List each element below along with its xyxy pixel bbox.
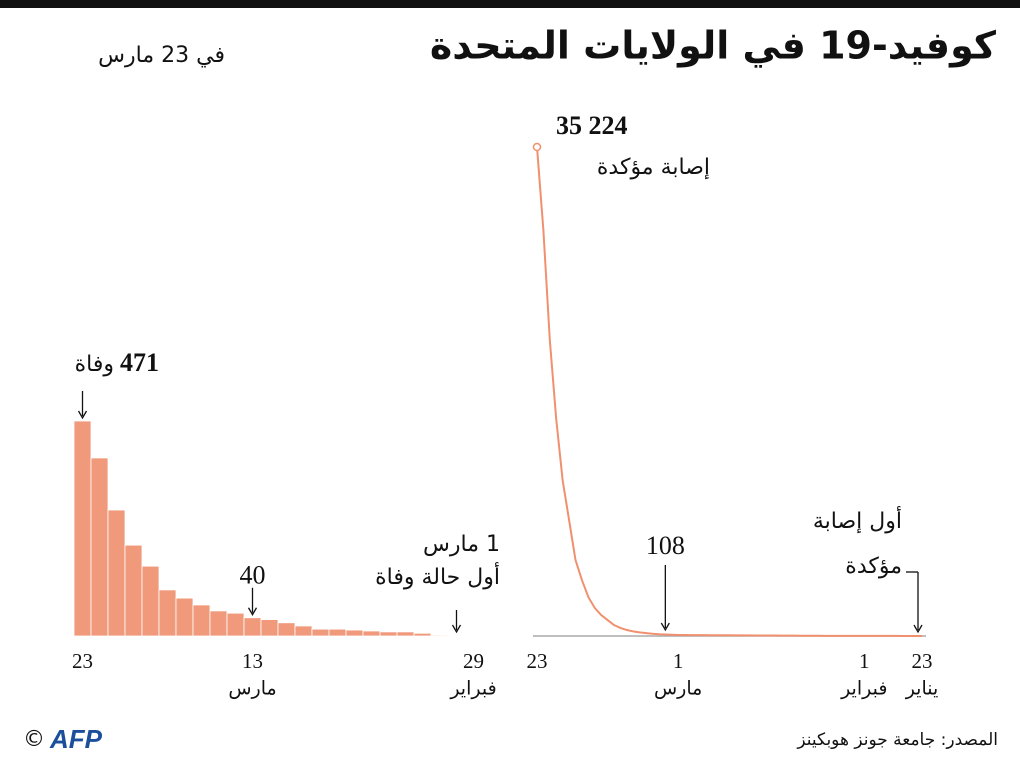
x-month-label: مارس (654, 678, 702, 700)
line (536, 146, 922, 637)
source: المصدر: جامعة جونز هوبكينز (796, 730, 998, 750)
value-unit: إصابة مؤكدة (597, 155, 710, 180)
top-bar (0, 0, 1020, 8)
credit: © (23, 727, 45, 752)
x-tick-label: 13 (242, 649, 263, 673)
bar (226, 612, 245, 637)
x-tick-label: 29 (463, 649, 484, 673)
bar (209, 610, 228, 637)
bar (73, 420, 92, 637)
bar (311, 628, 330, 637)
bar (413, 632, 432, 637)
x-tick-label: 1 (859, 649, 870, 673)
start-point (532, 142, 542, 152)
arrow-head (77, 410, 88, 420)
bar (396, 631, 415, 637)
value-label: 108 (646, 531, 685, 560)
annotation: أول إصابة (813, 506, 902, 534)
bar (192, 604, 211, 637)
arrow-head (247, 607, 258, 617)
x-month-label: فبراير (449, 678, 496, 700)
subtitle: في 23 مارس (98, 43, 225, 68)
x-month-label: يناير (905, 678, 939, 700)
title: كوفيد-19 في الولايات المتحدة (430, 24, 997, 68)
bar (90, 457, 109, 637)
bar (379, 631, 398, 637)
bar (294, 625, 313, 637)
bar (175, 597, 194, 637)
x-tick-label: 23 (912, 649, 933, 673)
bar (328, 628, 347, 637)
bar (158, 589, 177, 637)
arrow-head (913, 624, 923, 634)
value-label: 35 224 (556, 111, 628, 140)
bar (141, 565, 160, 637)
x-month-label: مارس (228, 678, 276, 700)
value-label: 471 (120, 348, 159, 377)
x-tick-label: 23 (72, 649, 93, 673)
x-tick-label: 1 (673, 649, 684, 673)
x-month-label: فبراير (840, 678, 887, 700)
bar (124, 544, 143, 637)
annotation: أول حالة وفاة (375, 562, 500, 590)
bar (345, 629, 364, 637)
bar (243, 617, 262, 637)
bar (430, 634, 449, 637)
annotation: 1 مارس (423, 532, 500, 557)
value-unit: وفاة (75, 352, 114, 377)
bar (362, 630, 381, 637)
annotation: مؤكدة (845, 554, 902, 579)
bar (260, 619, 279, 637)
arrow-head (451, 624, 462, 634)
bar (277, 622, 296, 637)
arrow-head (660, 622, 670, 632)
x-tick-label: 23 (527, 649, 548, 673)
bar (107, 509, 126, 637)
logo: AFP (49, 724, 103, 754)
value-label: 40 (240, 561, 266, 590)
